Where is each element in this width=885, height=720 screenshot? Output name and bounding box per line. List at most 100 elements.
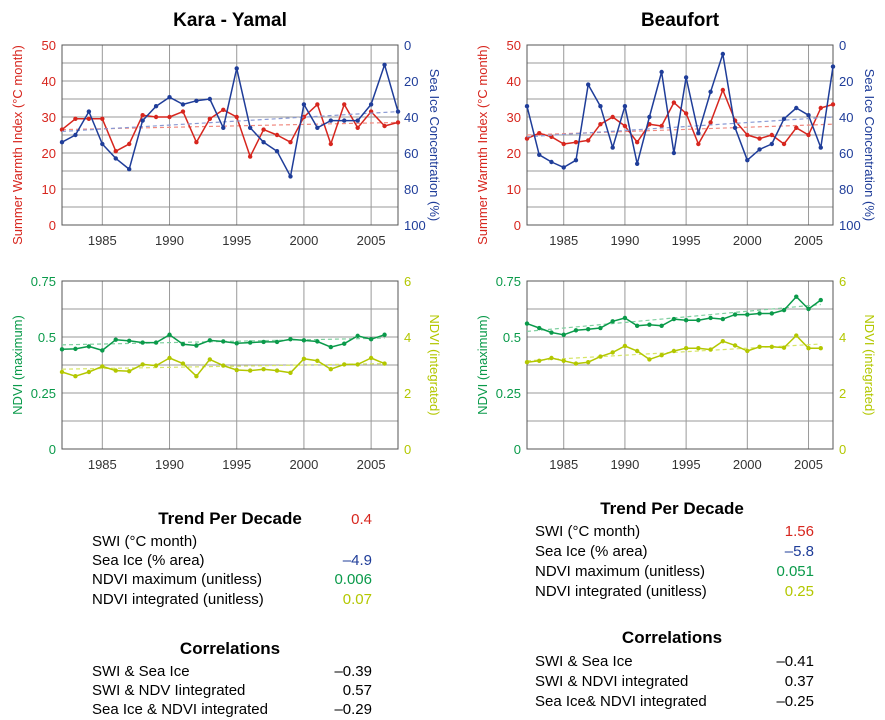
data-point — [328, 118, 333, 123]
y-tick-label: 10 — [42, 182, 56, 197]
data-point — [86, 116, 92, 122]
data-point — [696, 131, 701, 136]
y-tick-label: 0 — [49, 442, 56, 457]
y2-tick-label: 0 — [404, 442, 411, 457]
data-point — [167, 332, 172, 337]
data-point — [622, 315, 628, 321]
data-point — [818, 297, 823, 303]
data-point — [100, 364, 105, 369]
stats-right: Trend Per Decade SWI (°C month) 1.56 Sea… — [535, 499, 814, 710]
data-point — [781, 141, 787, 147]
data-point — [127, 368, 132, 374]
x-tick-label: 1990 — [155, 233, 184, 248]
data-point — [59, 127, 65, 132]
data-point — [732, 125, 738, 130]
data-point — [561, 332, 566, 337]
data-point — [247, 125, 253, 130]
data-point — [140, 118, 145, 123]
y2-axis-label: NDVI (integrated) — [427, 314, 442, 415]
chart-kara-yamal-ndvi: 1985 1990 1995 2000 2005 0 0.25 0.5 0.75 0 2 4 6 NDVI… — [10, 274, 442, 472]
data-point — [355, 125, 360, 130]
y-tick-label: 30 — [507, 110, 521, 125]
data-point — [382, 332, 387, 337]
data-point — [382, 123, 387, 129]
x-tick-label: 1990 — [155, 457, 184, 472]
data-point — [720, 87, 726, 93]
data-point — [622, 104, 628, 109]
data-point — [315, 102, 320, 107]
data-point — [549, 330, 554, 335]
data-point — [781, 345, 787, 350]
data-point — [806, 306, 811, 312]
data-point — [153, 340, 159, 345]
data-point — [221, 339, 226, 344]
data-point — [794, 105, 799, 111]
data-point — [315, 125, 320, 130]
data-point — [207, 357, 213, 362]
x-tick-label: 2000 — [289, 233, 318, 248]
corr-value-left-0: –0.39 — [334, 663, 372, 680]
data-point — [659, 69, 664, 75]
x-tick-label: 2000 — [733, 457, 762, 472]
y2-axis-label: Sea Ice Concentration (%) — [427, 69, 442, 221]
plot-frame — [61, 44, 399, 226]
trend-label-left-ndvimax: NDVI maximum (unitless) — [92, 571, 262, 588]
trend-value-left-ndviint: 0.07 — [343, 591, 372, 608]
data-point — [234, 66, 239, 71]
data-point — [561, 141, 566, 147]
data-point — [586, 82, 591, 87]
data-point — [274, 368, 280, 373]
data-point — [382, 361, 387, 366]
data-point — [561, 165, 566, 170]
series-line — [526, 53, 834, 169]
y-tick-label: 0.5 — [38, 330, 56, 345]
data-point — [261, 367, 266, 372]
data-point — [708, 315, 713, 321]
data-point — [59, 347, 65, 352]
y-axis-label: Summer Warmth Index (°C month) — [475, 45, 490, 245]
data-point — [622, 343, 628, 349]
data-point — [806, 346, 811, 351]
data-point — [549, 355, 554, 361]
data-point — [647, 357, 652, 362]
data-point — [234, 341, 239, 346]
y2-tick-label: 0 — [404, 38, 411, 53]
data-point — [610, 350, 615, 355]
y2-tick-label: 60 — [839, 146, 853, 161]
plot-frame — [526, 280, 834, 450]
data-point — [781, 307, 787, 313]
y2-tick-label: 80 — [839, 182, 853, 197]
data-point — [194, 343, 199, 348]
corr-value-right-0: –0.41 — [776, 653, 814, 670]
x-tick-label: 2000 — [289, 457, 318, 472]
data-point — [73, 346, 78, 352]
data-point — [368, 102, 374, 107]
y-tick-label: 30 — [42, 110, 56, 125]
trend-value-left-ndvimax: 0.006 — [334, 571, 372, 588]
y-tick-label: 40 — [507, 74, 521, 89]
data-point — [745, 132, 750, 138]
data-point — [113, 156, 118, 161]
x-tick-label: 2005 — [794, 457, 823, 472]
data-point — [757, 344, 762, 349]
corr-label-left-2: Sea Ice & NDVI integrated — [92, 701, 268, 718]
data-point — [342, 102, 347, 107]
data-point — [368, 355, 374, 361]
data-point — [610, 114, 615, 120]
data-point — [247, 368, 253, 373]
data-point — [794, 333, 799, 338]
data-point — [671, 150, 677, 156]
data-point — [757, 311, 762, 316]
y-tick-label: 10 — [507, 182, 521, 197]
data-point — [140, 362, 145, 367]
data-point — [86, 344, 92, 349]
y-tick-label: 0 — [514, 442, 521, 457]
data-point — [194, 98, 199, 104]
data-point — [769, 311, 774, 316]
series-line — [61, 103, 399, 158]
trend-label-left-ice: Sea Ice (% area) — [92, 552, 205, 569]
data-point — [720, 339, 726, 344]
data-point — [830, 64, 836, 69]
data-point — [194, 374, 199, 379]
data-point — [328, 367, 333, 372]
